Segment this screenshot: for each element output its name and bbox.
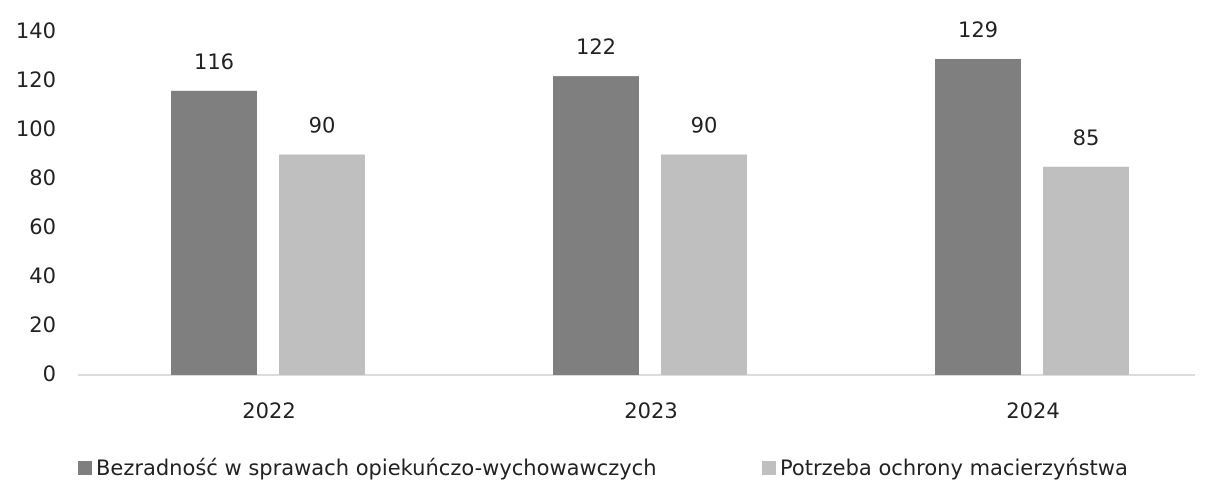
data-label: 85 [1073,126,1100,150]
y-tick-label: 60 [29,215,56,239]
bar [1043,166,1129,375]
bar [171,90,257,376]
bar [661,154,747,375]
y-tick-label: 80 [29,166,56,190]
y-tick-label: 100 [16,117,56,141]
y-tick-label: 120 [16,68,56,92]
y-tick-label: 40 [29,264,56,288]
x-tick-label: 2022 [242,399,295,423]
legend-swatch [78,461,92,475]
data-label: 90 [691,114,718,138]
x-tick-label: 2023 [624,399,677,423]
legend-swatch [762,461,776,475]
legend-label: Potrzeba ochrony macierzyństwa [780,456,1128,480]
x-tick-label: 2024 [1006,399,1059,423]
data-label: 90 [309,114,336,138]
data-label: 116 [194,50,234,74]
data-label: 129 [958,18,998,42]
y-tick-label: 0 [43,362,56,386]
bar [553,76,639,375]
y-tick-label: 20 [29,313,56,337]
bar [935,58,1021,375]
data-label: 122 [576,35,616,59]
y-tick-label: 140 [16,19,56,43]
legend-label: Bezradność w sprawach opiekuńczo-wychowa… [96,456,657,480]
bar [279,154,365,375]
